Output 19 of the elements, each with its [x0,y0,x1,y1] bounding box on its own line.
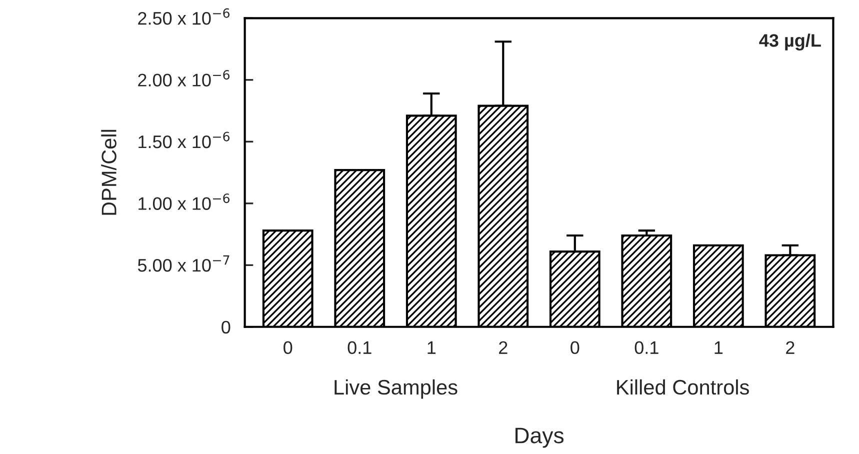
y-tick-label: 5.00 x 10$^{−7}$ [138,255,230,272]
y-tick-label: 1.00 x 10$^{−6}$ [138,194,230,210]
x-tick-label: 0 [570,341,580,354]
y-tick-label: 0 [222,320,230,334]
x-tick-label: 0.1 [634,341,658,354]
x-tick-label: 0.1 [348,341,372,354]
x-tick-label: 2 [499,341,508,354]
x-tick-label: 0 [284,341,292,354]
y-tick-label: 2.00 x 10$^{−6}$ [138,70,230,86]
x-tick-label: 1 [428,341,436,354]
x-tick-label: 1 [714,341,723,354]
y-axis-title: DPM/Cell [101,130,116,215]
x-tick-label: 2 [786,341,794,354]
x-axis-title: Days [516,428,564,448]
y-tick-label: 2.50 x 10$^{−6}$ [138,8,230,25]
annotation: 43 µg/L [759,34,821,51]
text: Killed Controls [617,379,749,395]
y-tick-label: 1.50 x 10$^{−6}$ [138,132,230,148]
text: Live Samples [334,379,458,399]
